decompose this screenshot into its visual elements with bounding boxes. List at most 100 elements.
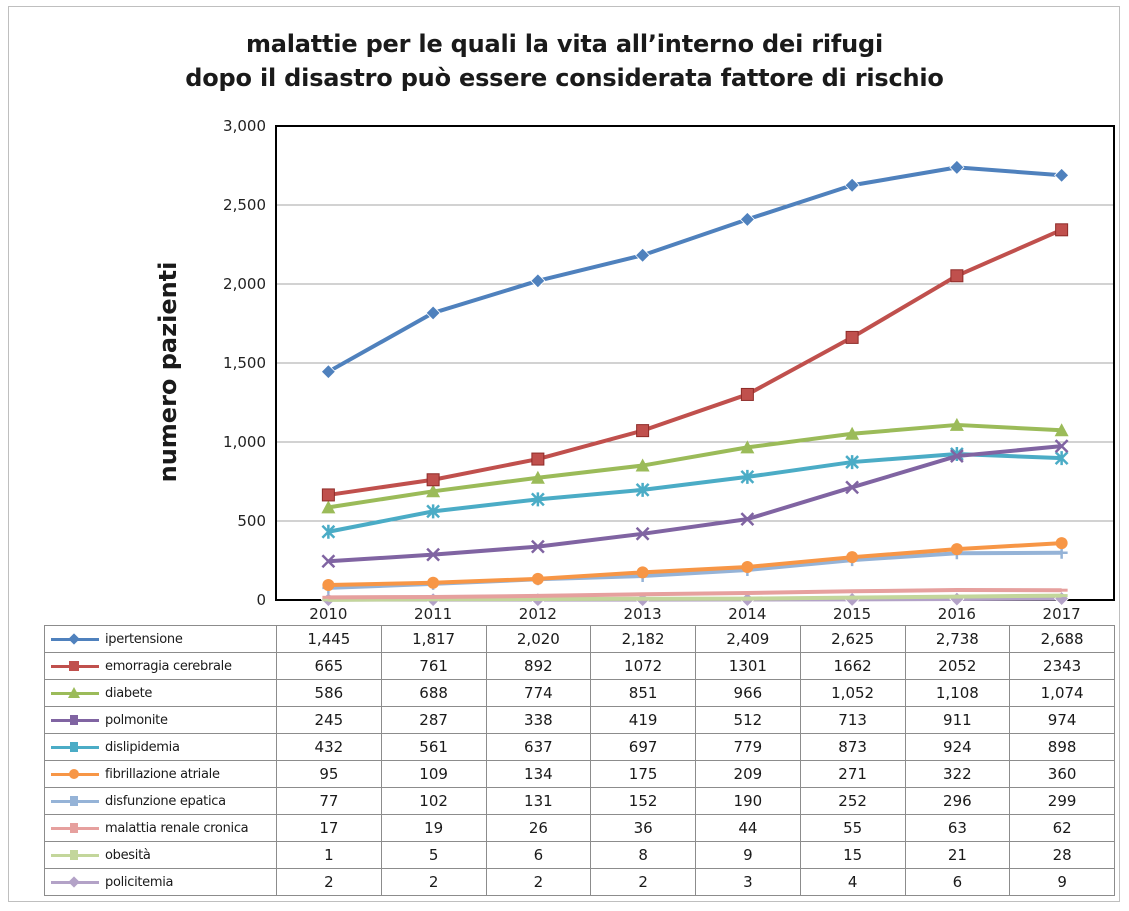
legend-key	[49, 686, 101, 700]
table-cell: 8	[590, 841, 696, 869]
table-row: fibrillazione atriale 95 109 134 175 209 271 32…	[44, 760, 1115, 788]
data-point	[740, 512, 755, 526]
series-name: disfunzione epatica	[105, 793, 226, 809]
x-tick-label: 2015	[833, 605, 871, 623]
data-point	[635, 458, 650, 472]
x-tick-label: 2017	[1043, 605, 1081, 623]
table-cell: 892	[485, 652, 592, 680]
table-row: obesità 1 5 6 8 9 15 21 28	[44, 841, 1115, 869]
table-cell: 637	[485, 733, 592, 761]
legend-label: obesità	[44, 841, 277, 869]
data-point	[950, 543, 963, 556]
table-cell: 774	[485, 679, 592, 707]
table-cell: 271	[799, 760, 906, 788]
legend-key	[49, 848, 101, 862]
data-point	[425, 305, 441, 321]
table-cell: 2	[485, 868, 592, 896]
table-cell: 209	[695, 760, 801, 788]
series-line	[328, 541, 1062, 587]
table-cell: 898	[1009, 733, 1115, 761]
table-cell: 9	[695, 841, 801, 869]
table-cell: 779	[695, 733, 801, 761]
legend-label: policitemia	[44, 868, 277, 896]
data-point	[531, 452, 545, 466]
series-line	[328, 588, 1062, 600]
line-chart: 0 500 1,000 1,500 2,000 2,500 3,000 2010 2011 201…	[223, 117, 1115, 623]
table-row: disfunzione epatica 77 102 131 152 190 252 296 2…	[44, 787, 1115, 815]
legend-label: disfunzione epatica	[44, 787, 277, 815]
table-cell: 252	[799, 787, 906, 815]
series-line	[328, 422, 1062, 510]
table-cell: 360	[1009, 760, 1115, 788]
table-cell: 713	[799, 706, 906, 734]
table-cell: 697	[590, 733, 696, 761]
data-point	[740, 440, 755, 454]
table-row: emorragia cerebrale 665 761 892 1072 1301 1662…	[44, 652, 1115, 680]
table-cell: 134	[485, 760, 592, 788]
data-point	[1055, 223, 1069, 237]
table-cell: 190	[695, 787, 801, 815]
data-point	[1054, 167, 1070, 183]
table-cell: 299	[1009, 787, 1115, 815]
data-point	[530, 492, 545, 507]
data-point	[739, 211, 755, 227]
legend-label: emorragia cerebrale	[44, 652, 277, 680]
series-line	[327, 165, 1062, 374]
legend-key	[49, 875, 101, 889]
data-point	[845, 426, 860, 440]
y-tick-label: 500	[237, 512, 266, 530]
series-line	[328, 444, 1062, 564]
legend-key	[49, 659, 101, 673]
data-table: ipertensione 1,445 1,817 2,020 2,182 2,409 2,6…	[44, 625, 1115, 896]
series-line	[328, 593, 1062, 602]
data-point	[635, 482, 650, 497]
table-cell: 17	[276, 814, 382, 842]
table-cell: 911	[904, 706, 1011, 734]
y-tick-label: 2,000	[223, 275, 266, 293]
data-point	[426, 504, 441, 519]
data-point	[846, 551, 859, 564]
chart-title-line-2: dopo il disastro può essere considerata …	[185, 64, 944, 92]
data-point	[635, 526, 650, 541]
table-cell: 77	[276, 787, 382, 815]
data-point	[845, 455, 860, 470]
table-cell: 2	[276, 868, 382, 896]
table-cell: 2	[380, 868, 487, 896]
series-name: emorragia cerebrale	[105, 658, 232, 674]
legend-label: fibrillazione atriale	[44, 760, 277, 788]
table-cell: 851	[590, 679, 696, 707]
table-cell: 95	[276, 760, 382, 788]
legend-key	[49, 740, 101, 754]
x-tick-label: 2012	[519, 605, 557, 623]
data-point	[322, 578, 335, 591]
series-name: obesità	[105, 847, 151, 863]
table-cell: 19	[380, 814, 487, 842]
table-cell: 419	[590, 706, 696, 734]
table-row: diabete 586 688 774 851 966 1,052 1,108 1,074	[44, 679, 1115, 707]
table-cell: 21	[904, 841, 1011, 869]
data-point	[1054, 439, 1069, 453]
table-cell: 1072	[590, 652, 696, 680]
table-cell: 761	[380, 652, 487, 680]
table-cell: 296	[904, 787, 1011, 815]
table-row: dislipidemia 432 561 637 697 779 873 924 898	[44, 733, 1115, 761]
table-cell: 665	[276, 652, 382, 680]
table-cell: 9	[1009, 868, 1115, 896]
table-cell: 5	[380, 841, 487, 869]
series-name: dislipidemia	[105, 739, 180, 755]
table-cell: 432	[276, 733, 382, 761]
x-tick-label: 2014	[728, 605, 766, 623]
table-cell: 287	[380, 706, 487, 734]
data-point	[740, 469, 755, 484]
y-tick-label: 2,500	[223, 196, 266, 214]
x-tick-label: 2016	[938, 605, 976, 623]
data-point	[321, 488, 335, 502]
table-cell: 1	[276, 841, 382, 869]
data-point	[950, 269, 964, 283]
table-cell: 28	[1009, 841, 1115, 869]
legend-key	[49, 794, 101, 808]
data-point	[321, 524, 336, 539]
legend-label: diabete	[44, 679, 277, 707]
table-cell: 2,020	[485, 625, 592, 653]
table-cell: 15	[799, 841, 906, 869]
